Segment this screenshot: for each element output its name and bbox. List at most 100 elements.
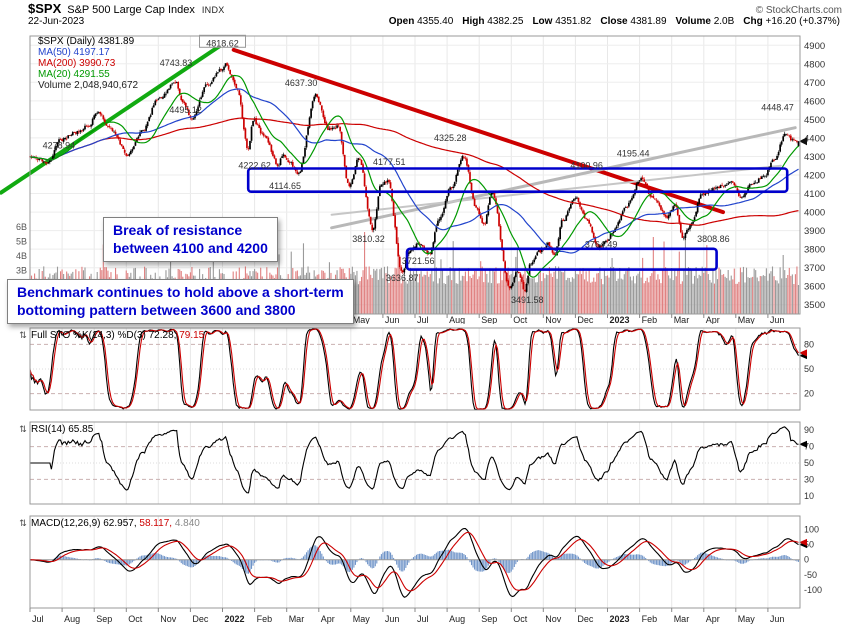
svg-text:RSI(14) 65.85: RSI(14) 65.85	[31, 424, 94, 435]
svg-text:Jun: Jun	[770, 614, 785, 624]
svg-text:Apr: Apr	[321, 614, 335, 624]
svg-text:-100: -100	[804, 585, 822, 595]
svg-text:4222.62: 4222.62	[238, 161, 271, 171]
svg-text:4B: 4B	[16, 251, 27, 261]
symbol: $SPX	[28, 1, 62, 16]
quote-high: High 4382.25	[462, 16, 524, 27]
svg-text:Mar: Mar	[289, 614, 305, 624]
svg-text:3700: 3700	[804, 263, 825, 274]
svg-text:4100.96: 4100.96	[570, 161, 603, 171]
svg-text:Dec: Dec	[577, 614, 594, 624]
svg-text:May: May	[353, 315, 371, 324]
svg-text:MACD(12,26,9) 62.957, 58.117,: MACD(12,26,9) 62.957, 58.117, 4.840	[31, 518, 200, 529]
svg-text:$SPX (Daily) 4381.89: $SPX (Daily) 4381.89	[38, 36, 135, 47]
svg-text:4278.94: 4278.94	[43, 140, 76, 150]
svg-text:100: 100	[804, 525, 819, 535]
svg-text:⇅: ⇅	[19, 518, 27, 528]
stockcharts-credit-link[interactable]: © StockCharts.com	[755, 5, 842, 16]
svg-text:3800: 3800	[804, 245, 825, 256]
svg-text:3B: 3B	[16, 266, 27, 276]
svg-text:5B: 5B	[16, 237, 27, 247]
svg-text:Sep: Sep	[481, 315, 497, 324]
svg-text:3600: 3600	[804, 282, 825, 293]
svg-text:Jun: Jun	[385, 614, 400, 624]
quote-close: Close 4381.89	[600, 16, 667, 27]
svg-text:4177.51: 4177.51	[373, 157, 406, 167]
svg-text:Nov: Nov	[545, 614, 562, 624]
svg-text:Oct: Oct	[513, 614, 528, 624]
svg-text:10: 10	[804, 491, 814, 501]
svg-text:90: 90	[804, 425, 814, 435]
svg-text:Oct: Oct	[513, 315, 528, 324]
svg-text:50: 50	[804, 458, 814, 468]
svg-text:2023: 2023	[610, 614, 630, 624]
index-name: S&P 500 Large Cap Index	[67, 4, 195, 16]
svg-text:3500: 3500	[804, 300, 825, 311]
svg-text:80: 80	[804, 339, 814, 349]
svg-text:Sep: Sep	[481, 614, 497, 624]
svg-text:4500: 4500	[804, 115, 825, 126]
svg-text:4800: 4800	[804, 59, 825, 70]
svg-text:50: 50	[804, 540, 814, 550]
svg-text:Full STO %K(14,3) %D(3) 72.28,: Full STO %K(14,3) %D(3) 72.28, 79.15	[31, 330, 205, 341]
svg-text:Dec: Dec	[192, 614, 209, 624]
svg-text:30: 30	[804, 474, 814, 484]
svg-text:3491.58: 3491.58	[511, 295, 544, 305]
svg-text:70: 70	[804, 442, 814, 452]
quote-low: Low 4351.82	[532, 16, 592, 27]
annotation-bottoming-pattern: Benchmark continues to hold above a shor…	[7, 279, 354, 325]
ohlc-quote-strip: Open 4355.40 High 4382.25 Low 4351.82 Close…	[389, 16, 840, 27]
svg-text:Volume 2,048,940,672: Volume 2,048,940,672	[38, 80, 139, 91]
stochastic-panel: 80 50 20 ⇅ Full STO %K(14,3) %D(3) 72.28, 79…	[19, 327, 814, 411]
svg-text:4300: 4300	[804, 152, 825, 163]
svg-text:4200: 4200	[804, 171, 825, 182]
svg-text:4495.12: 4495.12	[169, 105, 202, 115]
svg-text:Jul: Jul	[417, 614, 429, 624]
svg-text:Nov: Nov	[545, 315, 562, 324]
svg-text:3810.32: 3810.32	[352, 234, 385, 244]
svg-text:May: May	[738, 315, 756, 324]
svg-text:Dec: Dec	[577, 315, 594, 324]
svg-text:4195.44: 4195.44	[617, 149, 650, 159]
svg-text:May: May	[738, 614, 756, 624]
svg-text:4400: 4400	[804, 133, 825, 144]
svg-text:Jul: Jul	[417, 315, 429, 324]
svg-text:4743.83: 4743.83	[160, 58, 193, 68]
svg-text:3764.49: 3764.49	[585, 239, 618, 249]
svg-text:Apr: Apr	[706, 315, 720, 324]
svg-text:Aug: Aug	[64, 614, 80, 624]
svg-text:MA(200) 3990.73: MA(200) 3990.73	[38, 58, 116, 69]
quote-row: 22-Jun-2023 Open 4355.40 High 4382.25 Low …	[0, 16, 850, 27]
macd-panel: 100 50 0 -50 -100 ⇅ MACD(12,26,9) 62.957, 58.1…	[19, 515, 822, 624]
svg-text:4637.30: 4637.30	[285, 78, 318, 88]
svg-text:3808.86: 3808.86	[697, 234, 730, 244]
quote-chg: Chg +16.20 (+0.37%)	[743, 16, 840, 27]
rsi-panel: 90 70 50 30 10 ⇅ RSI(14) 65.85	[19, 421, 814, 505]
svg-text:Aug: Aug	[449, 315, 465, 324]
svg-text:4818.62: 4818.62	[206, 38, 239, 48]
svg-text:4600: 4600	[804, 96, 825, 107]
svg-text:Feb: Feb	[257, 614, 273, 624]
svg-text:⇅: ⇅	[19, 424, 27, 434]
svg-text:MA(20) 4291.55: MA(20) 4291.55	[38, 69, 110, 80]
svg-text:2022: 2022	[225, 614, 245, 624]
svg-text:Mar: Mar	[674, 614, 690, 624]
chart-header: $SPX S&P 500 Large Cap Index INDX © Stoc…	[0, 1, 850, 16]
svg-text:4448.47: 4448.47	[761, 102, 794, 112]
quote-date: 22-Jun-2023	[28, 16, 85, 27]
svg-text:4114.65: 4114.65	[269, 181, 301, 191]
svg-text:-50: -50	[804, 570, 817, 580]
quote-volume: Volume 2.0B	[675, 16, 735, 27]
svg-text:⇅: ⇅	[19, 330, 27, 340]
svg-text:Nov: Nov	[160, 614, 177, 624]
svg-text:4700: 4700	[804, 78, 825, 89]
quote-open: Open 4355.40	[388, 16, 454, 27]
svg-text:Jul: Jul	[32, 614, 44, 624]
svg-text:May: May	[353, 614, 371, 624]
svg-text:3721.56: 3721.56	[402, 256, 435, 266]
svg-text:Oct: Oct	[128, 614, 143, 624]
exchange-tag: INDX	[201, 5, 225, 15]
svg-text:4325.28: 4325.28	[434, 133, 467, 143]
svg-text:3636.87: 3636.87	[386, 273, 419, 283]
